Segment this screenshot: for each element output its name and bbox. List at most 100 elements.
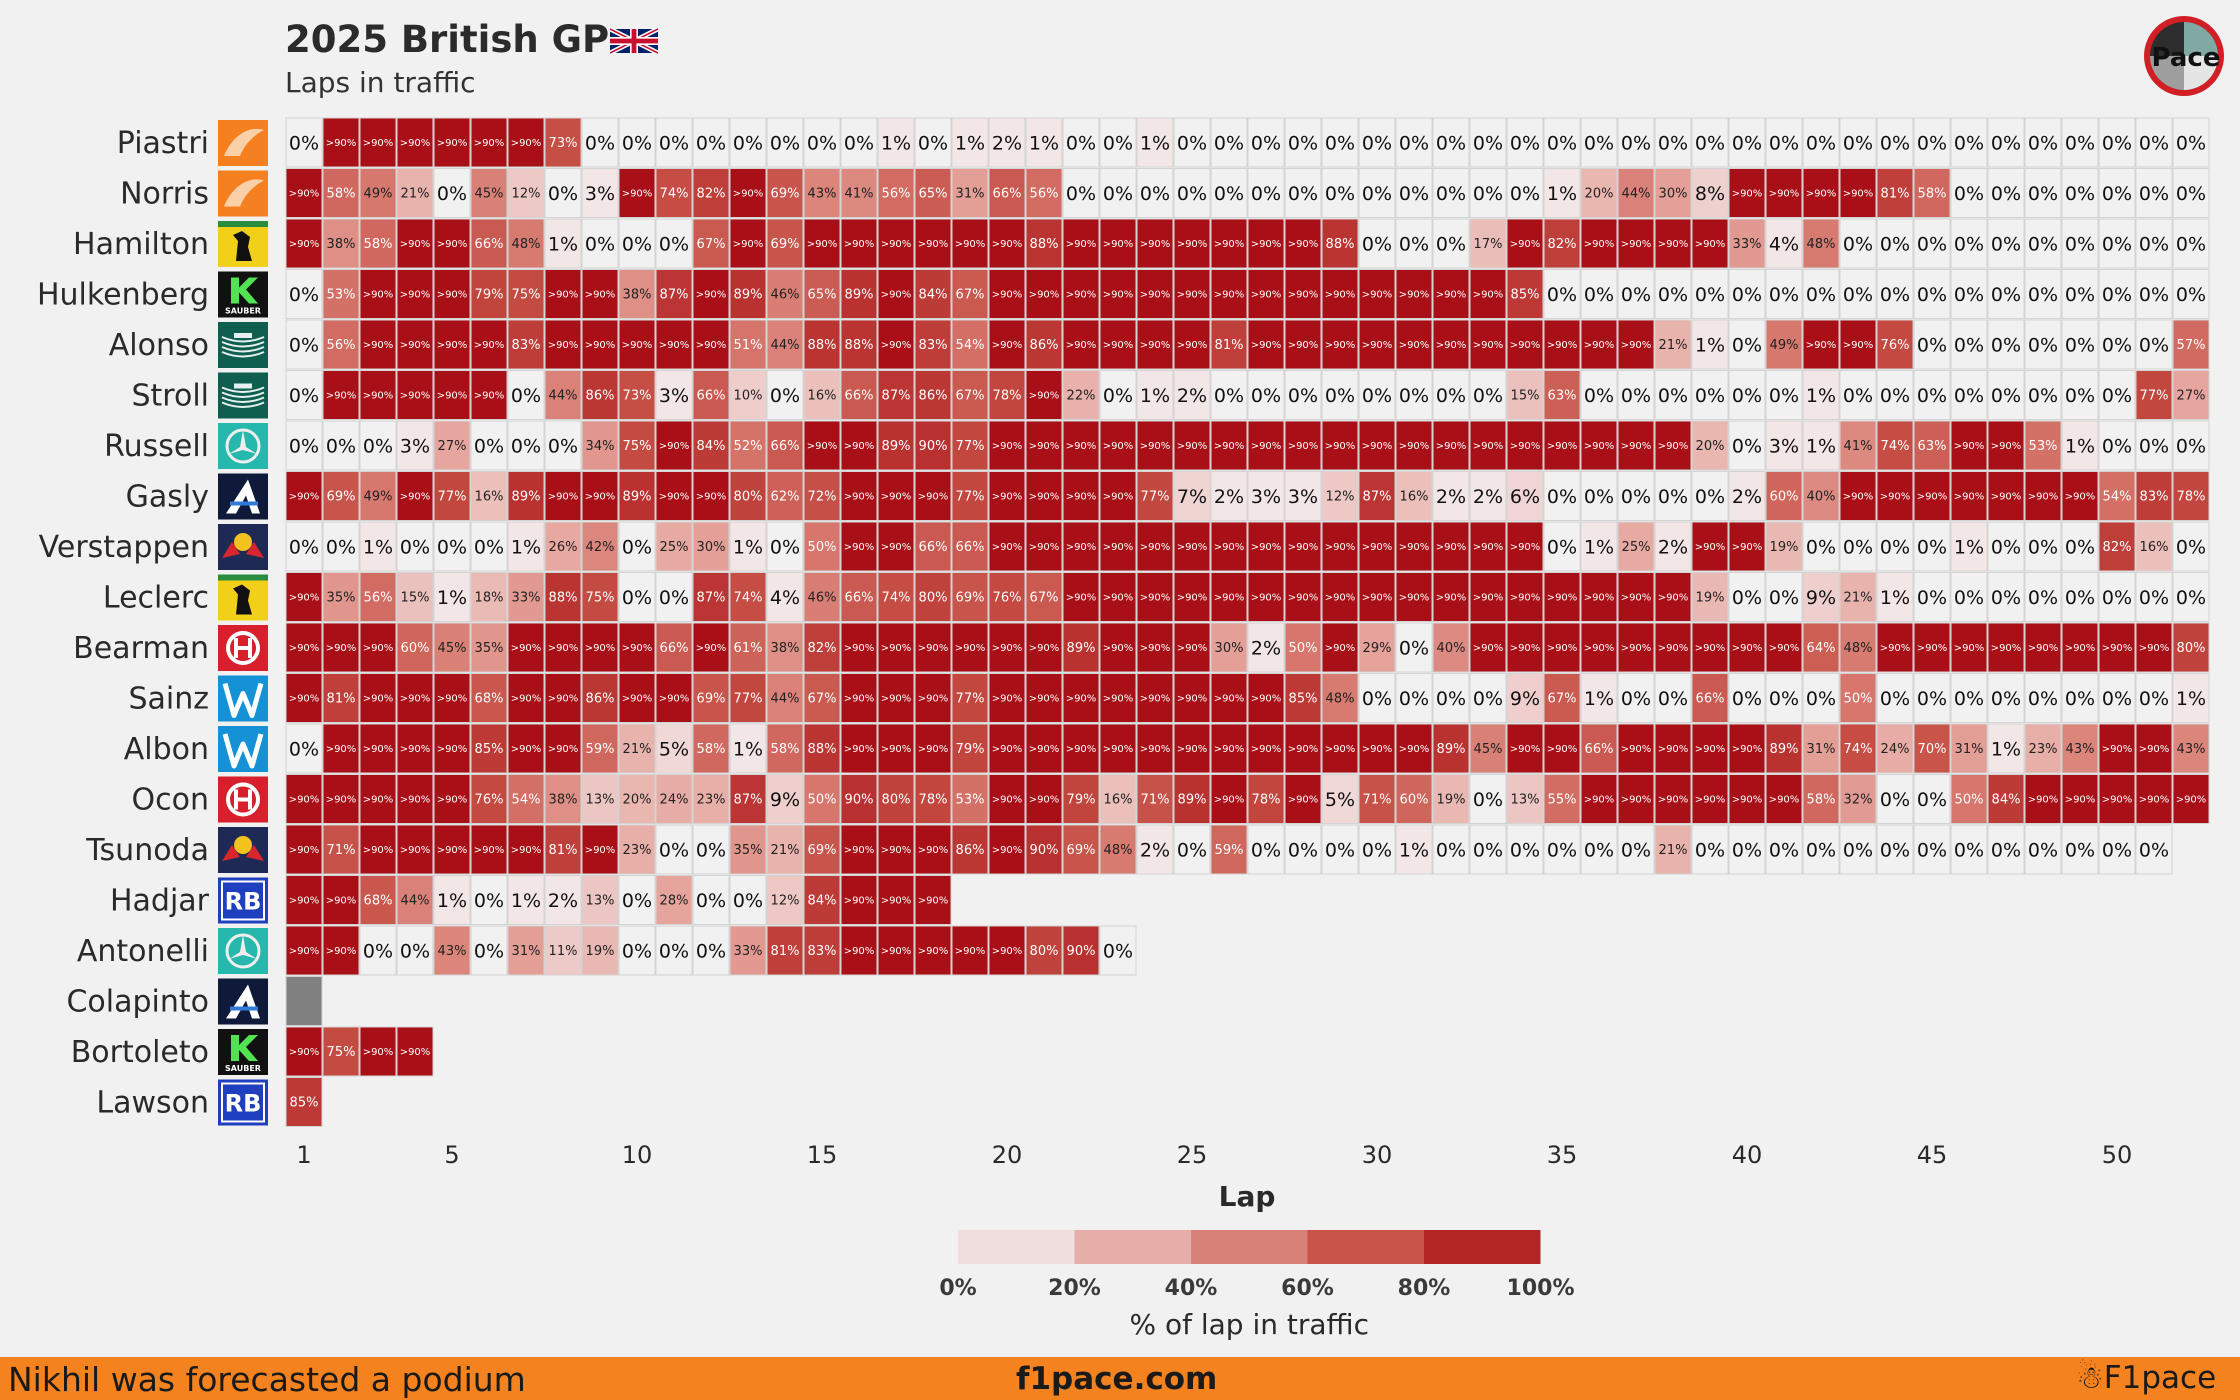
cell-label: 59%	[1215, 843, 1244, 858]
heatmap-cell	[433, 168, 471, 218]
cell-label: 0%	[2102, 132, 2132, 154]
cell-label: 0%	[1584, 132, 1614, 154]
svg-text:SAUBER: SAUBER	[225, 307, 261, 316]
heatmap-cell	[2024, 117, 2062, 168]
heatmap-cell	[507, 572, 545, 622]
heatmap-cell	[1395, 269, 1433, 319]
heatmap-cell	[729, 622, 767, 673]
cell-label: 0%	[622, 536, 652, 558]
cell-label: 79%	[475, 288, 504, 303]
heatmap-cell	[470, 875, 508, 925]
heatmap-cell	[951, 269, 989, 319]
cell-label: >90%	[1695, 239, 1726, 250]
cell-label: 0%	[1436, 233, 1466, 255]
heatmap-cell	[359, 1026, 397, 1077]
heatmap-cell	[396, 370, 434, 420]
heatmap-cell	[618, 723, 656, 774]
heatmap-cell	[2135, 370, 2173, 420]
heatmap-cell	[1025, 673, 1063, 723]
heatmap-cell	[544, 471, 582, 521]
heatmap-cell	[1802, 168, 1840, 218]
cell-label: 18%	[475, 591, 504, 606]
cell-label: >90%	[1473, 542, 1504, 553]
heatmap-cell	[618, 824, 656, 875]
heatmap-cell	[692, 824, 730, 875]
cell-label: 0%	[1732, 435, 1762, 457]
cell-label: 1%	[1954, 536, 1984, 558]
cell-label: 0%	[1806, 132, 1836, 154]
cell-label: 28%	[660, 894, 689, 909]
cell-label: 69%	[697, 692, 726, 707]
heatmap-cell	[1136, 319, 1174, 370]
cell-label: 2%	[1658, 536, 1688, 558]
heatmap-cell	[322, 673, 360, 723]
cell-label: 0%	[1769, 839, 1799, 861]
cell-label: 0%	[585, 132, 615, 154]
cell-label: >90%	[511, 643, 542, 654]
heatmap-cell	[2172, 420, 2210, 471]
mercedes-logo-icon	[218, 423, 268, 469]
heatmap-cell	[1099, 723, 1137, 774]
cell-label: >90%	[1584, 441, 1615, 452]
cell-label: >90%	[474, 340, 505, 351]
cell-label: >90%	[1251, 340, 1282, 351]
cell-label: 35%	[475, 641, 504, 656]
cell-label: >90%	[326, 896, 357, 907]
footer-website[interactable]: f1pace.com	[1016, 1361, 1218, 1397]
heatmap-cell	[803, 925, 841, 976]
cell-label: 0%	[1362, 385, 1392, 407]
cell-label: 41%	[845, 187, 874, 202]
cell-label: >90%	[326, 795, 357, 806]
heatmap-cell	[1691, 622, 1729, 673]
heatmap-cell	[1987, 218, 2025, 269]
heatmap-cell	[618, 269, 656, 319]
cell-label: 74%	[660, 187, 689, 202]
heatmap-cell	[2135, 824, 2173, 875]
cell-label: 86%	[586, 389, 615, 404]
cell-label: >90%	[1066, 694, 1097, 705]
heatmap-cell	[1025, 572, 1063, 622]
heatmap-cell	[1802, 319, 1840, 370]
cell-label: 0%	[1214, 132, 1244, 154]
heatmap-cell	[729, 370, 767, 420]
cell-label: 0%	[918, 132, 948, 154]
cell-label: 72%	[808, 490, 837, 505]
heatmap-cell	[1247, 622, 1285, 673]
x-tick-label: 35	[1547, 1141, 1578, 1169]
heatmap-cell	[1395, 117, 1433, 168]
cell-label: >90%	[474, 138, 505, 149]
cell-label: >90%	[955, 946, 986, 957]
cell-label: >90%	[1769, 643, 1800, 654]
heatmap-cell	[1432, 521, 1470, 572]
cell-label: 1%	[1140, 385, 1170, 407]
heatmap-cell	[914, 471, 952, 521]
heatmap-cell	[692, 673, 730, 723]
heatmap-cell	[359, 471, 397, 521]
cell-label: 0%	[807, 132, 837, 154]
heatmap-cell	[803, 622, 841, 673]
heatmap-cell	[655, 117, 693, 168]
cell-label: 0%	[1362, 183, 1392, 205]
heatmap-cell	[1580, 673, 1618, 723]
heatmap-cell	[1950, 218, 1988, 269]
cell-label: 0%	[1436, 132, 1466, 154]
heatmap-cell	[1284, 168, 1322, 218]
heatmap-cell	[1654, 269, 1692, 319]
heatmap-cell	[1321, 774, 1359, 824]
heatmap-cell	[1728, 774, 1766, 824]
heatmap-cell	[803, 370, 841, 420]
heatmap-cell	[2172, 572, 2210, 622]
driver-row-piastri: Piastri 0% >90% >90% >90% >90% >90% >90% 73% 0% 0%…	[117, 117, 2210, 168]
cell-label: >90%	[622, 189, 653, 200]
cell-label: >90%	[1843, 492, 1874, 503]
cell-label: 16%	[1104, 793, 1133, 808]
heatmap-cell	[1062, 521, 1100, 572]
cell-label: 0%	[1584, 839, 1614, 861]
heatmap-cell	[1136, 622, 1174, 673]
cell-label: >90%	[1214, 542, 1245, 553]
heatmap-cell	[766, 471, 804, 521]
heatmap-cell	[1062, 269, 1100, 319]
cell-label: 0%	[1991, 183, 2021, 205]
cell-label: 3%	[585, 183, 615, 205]
heatmap-cell	[285, 370, 323, 420]
